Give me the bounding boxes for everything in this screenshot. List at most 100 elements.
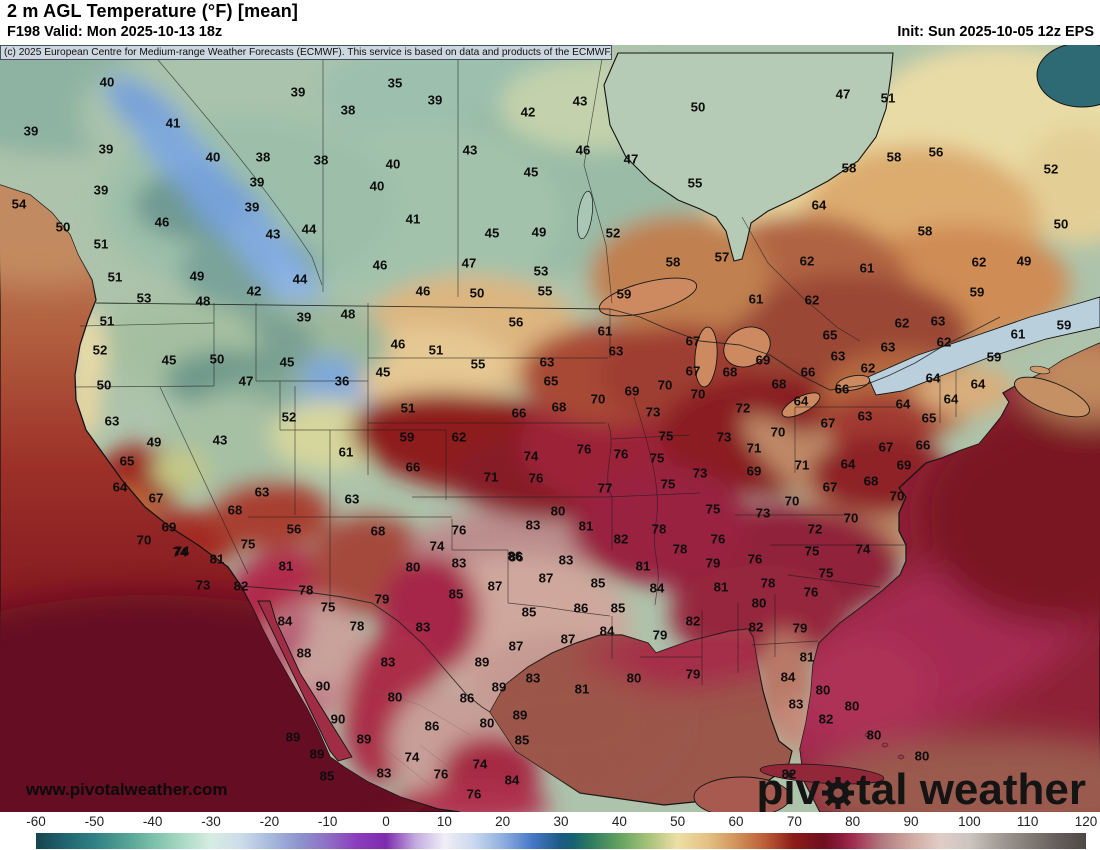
colorbar-tick: 70 [786, 814, 802, 829]
copyright-text: (c) 2025 European Centre for Medium-rang… [4, 47, 612, 58]
temp-label: 78 [761, 576, 776, 591]
temp-label: 46 [416, 284, 431, 299]
temp-label: 82 [782, 767, 797, 782]
temp-label: 64 [896, 397, 911, 412]
pivotal-weather-logo: piv [757, 768, 1086, 812]
temp-label: 79 [653, 628, 668, 643]
temp-label: 43 [463, 143, 478, 158]
temp-label: 51 [108, 270, 123, 285]
prince-edward-island [1029, 365, 1051, 375]
temp-label: 84 [650, 581, 665, 596]
temp-label: 46 [391, 337, 406, 352]
temp-label: 64 [812, 198, 827, 213]
temp-label: 49 [190, 269, 205, 284]
temp-label: 43 [573, 94, 588, 109]
temp-label: 87 [561, 632, 576, 647]
temp-label: 87 [539, 571, 554, 586]
header: 2 m AGL Temperature (°F) [mean] F198 Val… [0, 0, 1100, 45]
temp-label: 35 [388, 76, 403, 91]
temp-label: 49 [532, 225, 547, 240]
temp-label: 49 [147, 435, 162, 450]
temp-label: 45 [162, 353, 177, 368]
temp-label: 85 [591, 576, 606, 591]
temp-label: 49 [1017, 254, 1032, 269]
gear-icon [821, 776, 855, 810]
temp-label: 86 [509, 550, 524, 565]
temp-label: 64 [841, 457, 856, 472]
temp-label: 83 [377, 766, 392, 781]
temp-label: 50 [210, 352, 225, 367]
temp-label: 59 [987, 350, 1002, 365]
temp-label: 65 [922, 411, 937, 426]
temp-label: 86 [460, 691, 475, 706]
gulf-of-california [257, 600, 353, 762]
temp-label: 47 [624, 152, 639, 167]
temp-label: 50 [691, 100, 706, 115]
temp-label: 73 [717, 430, 732, 445]
temp-label: 70 [771, 425, 786, 440]
temp-label: 75 [321, 600, 336, 615]
temp-label: 64 [794, 394, 809, 409]
colorbar-tick: -50 [84, 814, 105, 829]
temp-label: 67 [821, 416, 836, 431]
temp-label: 40 [386, 157, 401, 172]
temp-label: 76 [711, 532, 726, 547]
temp-label: 48 [341, 307, 356, 322]
temp-label: 46 [576, 143, 591, 158]
temp-label: 66 [801, 365, 816, 380]
temp-label: 63 [255, 485, 270, 500]
temp-label: 62 [452, 430, 467, 445]
temp-label: 70 [658, 378, 673, 393]
temp-label: 85 [320, 769, 335, 784]
temp-label: 80 [752, 596, 767, 611]
oceans [0, 45, 1100, 812]
temp-label: 39 [94, 183, 109, 198]
temp-label: 43 [213, 433, 228, 448]
temp-label: 51 [881, 91, 896, 106]
temp-label: 58 [842, 161, 857, 176]
colorbar-tick: 40 [611, 814, 627, 829]
colorbar-gradient [36, 833, 1086, 849]
temp-label: 52 [606, 226, 621, 241]
state-borders [73, 52, 957, 685]
lake-erie [781, 392, 821, 418]
temp-label: 50 [56, 220, 71, 235]
temp-label: 74 [856, 542, 871, 557]
temp-label: 45 [280, 355, 295, 370]
temp-label: 87 [509, 639, 524, 654]
temp-label: 76 [804, 585, 819, 600]
temp-label: 69 [747, 464, 762, 479]
temp-label: 82 [234, 579, 249, 594]
temp-label: 68 [864, 474, 879, 489]
temp-label: 52 [93, 343, 108, 358]
temp-label: 79 [706, 556, 721, 571]
bahamas-island [897, 754, 905, 760]
temp-label: 89 [286, 730, 301, 745]
temp-label: 53 [137, 291, 152, 306]
temp-label: 51 [100, 314, 115, 329]
temp-label: 82 [614, 532, 629, 547]
logo-text-part1: piv [756, 765, 821, 814]
temp-label: 70 [785, 494, 800, 509]
temp-label: 67 [149, 491, 164, 506]
copyright-bar: (c) 2025 European Centre for Medium-rang… [0, 45, 612, 60]
temp-label: 82 [749, 620, 764, 635]
temp-label: 38 [256, 150, 271, 165]
temp-label: 72 [736, 401, 751, 416]
temp-label: 80 [627, 671, 642, 686]
temp-label: 46 [373, 258, 388, 273]
map-canvas: 40 39 38 41 39 39 40 38 38 39 39 39 54 46 50 43 44 51 49 51… [0, 45, 1100, 812]
temp-label: 67 [686, 334, 701, 349]
temp-label: 83 [559, 553, 574, 568]
colorbar-tick: 20 [495, 814, 511, 829]
temp-label: 63 [345, 492, 360, 507]
temp-label: 89 [513, 708, 528, 723]
temp-label: 65 [823, 328, 838, 343]
colorbar-tick: 90 [903, 814, 919, 829]
temp-label: 71 [484, 470, 499, 485]
temp-label: 75 [650, 451, 665, 466]
temp-label: 40 [100, 75, 115, 90]
temp-label: 89 [475, 655, 490, 670]
temp-label: 80 [845, 699, 860, 714]
